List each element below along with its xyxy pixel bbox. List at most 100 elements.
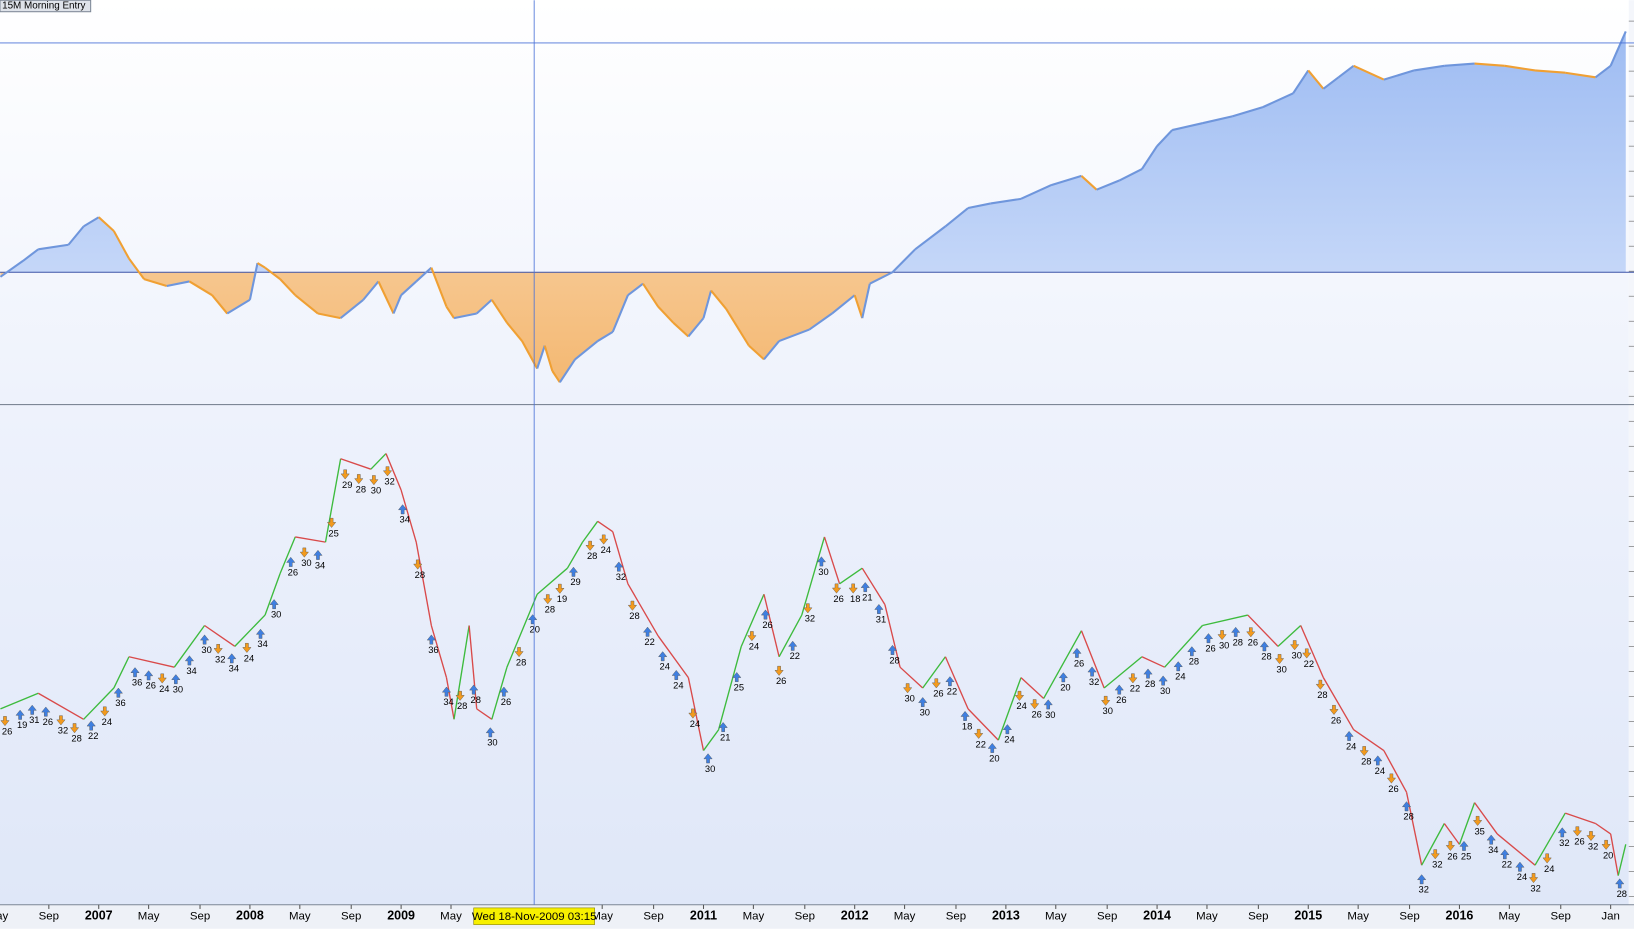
trade-arrow [1401, 801, 1412, 812]
trade-label: 24 [1004, 735, 1014, 745]
price-segment [997, 677, 1022, 741]
trade-arrow [255, 628, 266, 639]
trade-arrow [585, 540, 595, 551]
trade-label: 28 [415, 570, 425, 580]
equity-segment [853, 294, 864, 319]
equity-segment [1565, 71, 1596, 79]
trade-arrow [945, 676, 955, 687]
trade-arrow [144, 670, 154, 681]
equity-segment [611, 294, 629, 333]
trade-arrow [171, 674, 181, 685]
trade-label: 24 [673, 680, 683, 690]
trade-arrow [1101, 695, 1111, 706]
trade-arrow [157, 673, 167, 684]
trade-arrow [1473, 815, 1483, 826]
price-segment [83, 687, 115, 720]
trade-label: 20 [530, 625, 540, 635]
equity-segment [990, 197, 1022, 205]
trade-label: 29 [570, 577, 580, 587]
equity-segment [763, 340, 780, 361]
trade-label: 26 [762, 620, 772, 630]
trade-label: 24 [660, 662, 670, 672]
equity-segment [445, 306, 455, 319]
equity-segment [188, 280, 213, 297]
trade-arrow [286, 556, 296, 567]
price-segment [1405, 792, 1423, 866]
trade-arrow [747, 631, 757, 642]
equity-segment [362, 280, 380, 301]
equity-segment [128, 257, 145, 280]
price-segment [657, 635, 689, 679]
trade-label: 30 [1292, 651, 1302, 661]
price-segment [430, 625, 448, 678]
trade-label: 30 [487, 738, 497, 748]
trade-label: 28 [356, 485, 366, 495]
equity-segment [808, 312, 833, 331]
equity-segment [430, 267, 448, 308]
trade-arrow [326, 517, 337, 528]
equity-segment [400, 280, 417, 296]
equity-segment [597, 330, 614, 342]
equity-segment [687, 317, 705, 338]
price-segment [113, 656, 130, 689]
trade-arrow [441, 686, 452, 697]
trade-label: 29 [342, 480, 352, 490]
equity-segment [166, 280, 190, 288]
trade-arrow [1344, 730, 1354, 741]
trade-label: 30 [1160, 686, 1170, 696]
trade-label: 30 [271, 610, 281, 620]
price-segment [1458, 802, 1476, 845]
equity-segment [627, 282, 644, 297]
trade-arrow [803, 603, 813, 614]
equity-segment [551, 370, 561, 383]
trade-label: 34 [186, 666, 196, 676]
price-segment [922, 656, 946, 689]
trade-label: 26 [1331, 715, 1341, 725]
trade-label: 32 [1419, 885, 1429, 895]
equity-segment [831, 294, 856, 315]
equity-segment [914, 225, 947, 251]
trade-arrow [113, 687, 123, 698]
trade-label: 30 [904, 694, 914, 704]
equity-segment [891, 248, 916, 273]
equity-segment [453, 312, 477, 320]
trade-label: 34 [229, 664, 239, 674]
equity-segment [778, 328, 810, 343]
trade-label: 26 [1116, 695, 1126, 705]
x-tick-label: Sep [1551, 910, 1571, 922]
trade-arrow [1030, 699, 1040, 710]
pane-title: 15M Morning Entry [2, 1, 85, 12]
equity-segment [521, 340, 531, 356]
equity-segment [0, 259, 24, 278]
price-segment [884, 604, 901, 668]
equity-segment [967, 202, 991, 210]
trade-label: 28 [1261, 652, 1271, 662]
trade-arrow [1058, 672, 1068, 683]
trade-arrow [213, 644, 223, 654]
trade-arrow [918, 697, 928, 707]
trade-label: 24 [749, 642, 759, 652]
trade-arrow [1187, 646, 1197, 657]
equity-segment [702, 290, 713, 319]
trade-label: 30 [201, 645, 211, 655]
equity-segment [1609, 31, 1627, 67]
x-tick-label: 2016 [1446, 909, 1474, 923]
price-segment [1080, 630, 1105, 689]
trade-label: 28 [1145, 679, 1155, 689]
price-segment [506, 593, 538, 668]
x-axis-strip [0, 904, 1634, 929]
trade-arrow [1329, 705, 1339, 715]
trade-label: 24 [1544, 864, 1554, 874]
right-axis [1628, 0, 1634, 905]
trade-label: 18 [850, 594, 860, 604]
trade-arrow [340, 469, 350, 480]
trade-arrow [848, 583, 858, 594]
equity-segment [710, 289, 727, 310]
x-tick-label: Sep [190, 910, 210, 922]
trade-arrow [874, 603, 884, 614]
x-tick-label: May [1045, 910, 1067, 922]
equity-segment [1307, 69, 1325, 90]
trade-label: 24 [1016, 701, 1026, 711]
equity-segment [1337, 65, 1355, 79]
price-segment [1247, 614, 1279, 647]
